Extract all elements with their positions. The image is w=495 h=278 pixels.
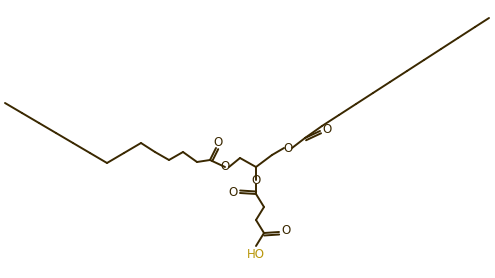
Text: O: O [283, 142, 293, 155]
Text: O: O [322, 123, 332, 135]
Text: O: O [251, 173, 261, 187]
Text: O: O [228, 185, 238, 198]
Text: O: O [213, 135, 223, 148]
Text: O: O [220, 160, 230, 173]
Text: O: O [281, 224, 291, 237]
Text: HO: HO [247, 247, 265, 260]
